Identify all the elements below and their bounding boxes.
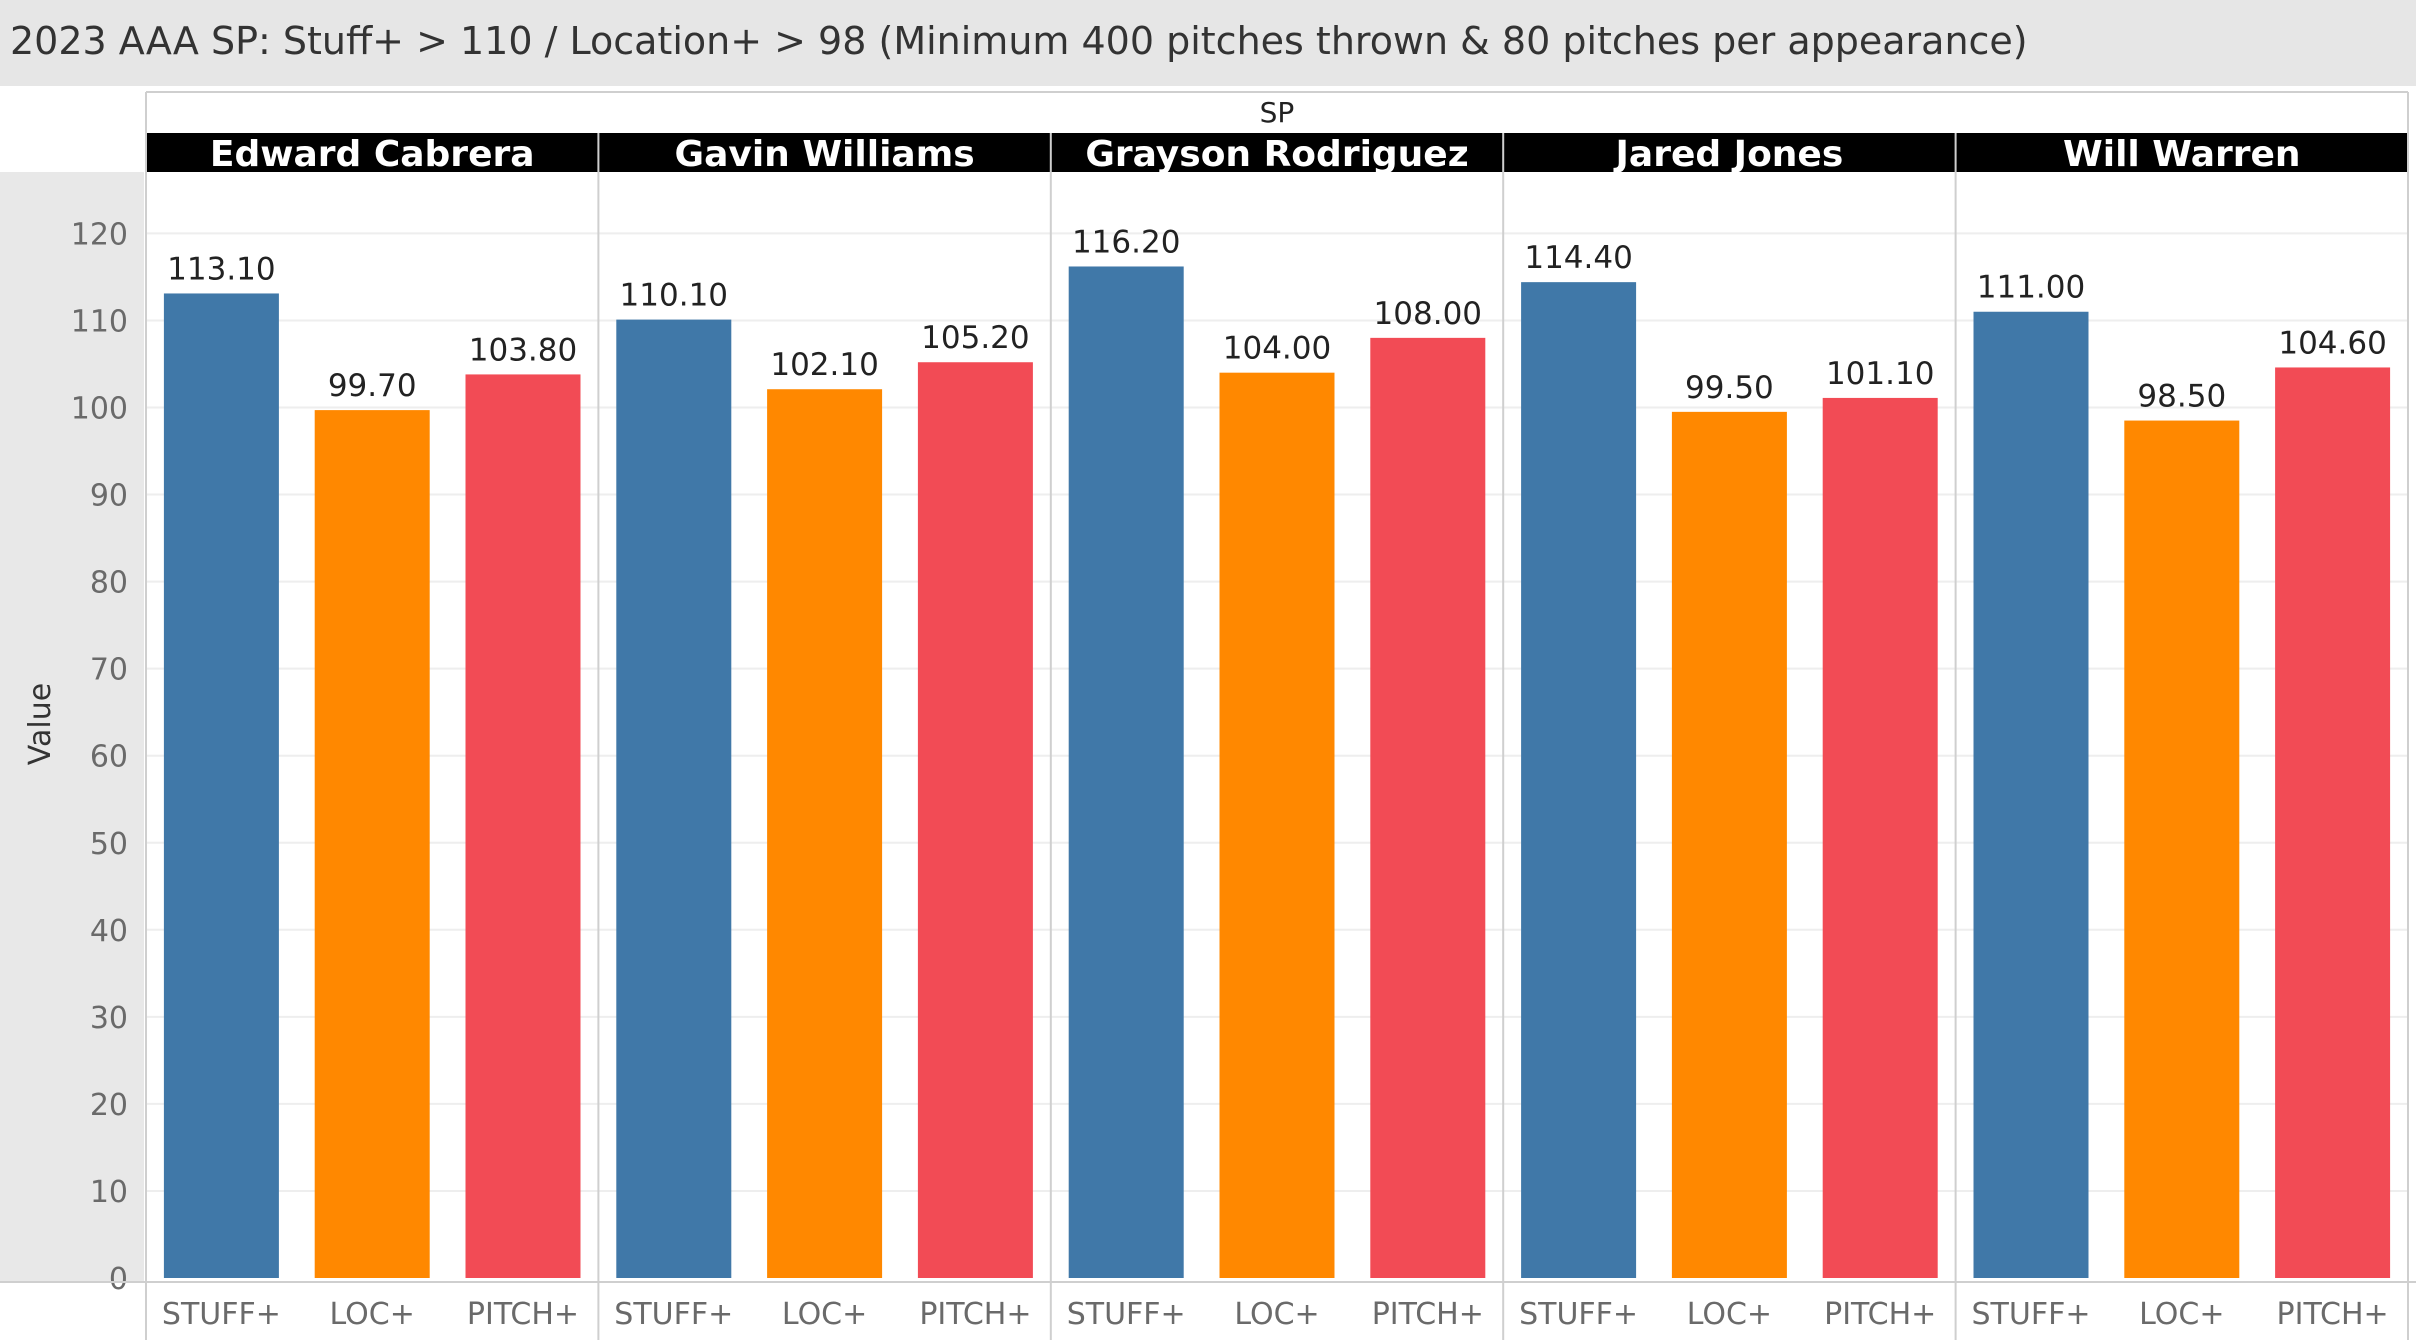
x-tick-label: PITCH+: [1372, 1297, 1484, 1332]
y-tick-label: 60: [90, 740, 128, 775]
bar: [1521, 282, 1637, 1278]
panel: Will Warren 111.00 STUFF+ 98.50 LOC+ 104.60 PI…: [1955, 133, 2408, 1332]
panel-header: [1955, 133, 2408, 172]
x-tick-label: PITCH+: [1824, 1297, 1936, 1332]
data-label: 102.10: [770, 347, 878, 383]
bar: [1822, 397, 1938, 1278]
panel: Grayson Rodriguez 116.20 STUFF+ 104.00 LOC+ 1…: [1050, 133, 1504, 1332]
title-bar: [0, 0, 2416, 86]
y-tick-label: 0: [109, 1262, 128, 1297]
bar: [616, 319, 732, 1279]
data-label: 103.80: [469, 332, 577, 368]
y-tick-label: 40: [90, 914, 128, 949]
x-tick-label: LOC+: [1687, 1297, 1772, 1332]
data-label: 101.10: [1826, 356, 1934, 392]
y-tick-label: 110: [71, 304, 128, 339]
panel: Jared Jones 114.40 STUFF+ 99.50 LOC+ 101.10 PI…: [1503, 133, 1956, 1332]
y-tick-label: 70: [90, 653, 128, 688]
data-label: 114.40: [1524, 240, 1632, 276]
x-tick-label: STUFF+: [1972, 1297, 2091, 1332]
bar: [767, 389, 883, 1279]
x-tick-label: PITCH+: [467, 1297, 579, 1332]
panel-title: Gavin Williams: [675, 134, 975, 175]
data-label: 116.20: [1072, 224, 1180, 260]
bar: [2275, 367, 2391, 1278]
bar: [465, 374, 581, 1278]
facet-header-sp: SP: [1260, 96, 1295, 129]
bar: [1370, 337, 1486, 1278]
panel-title: Edward Cabrera: [210, 134, 535, 175]
bar: [1068, 266, 1184, 1278]
data-label: 110.10: [620, 278, 728, 314]
x-tick-label: LOC+: [330, 1297, 415, 1332]
bar: [1973, 311, 2089, 1278]
panel-header: [1503, 133, 1956, 172]
y-tick-label: 20: [90, 1088, 128, 1123]
x-tick-label: STUFF+: [1067, 1297, 1186, 1332]
panel-header: [1050, 133, 1504, 172]
y-axis-label: Value: [23, 683, 58, 765]
bar: [1219, 372, 1335, 1278]
panel-title: Will Warren: [2063, 134, 2301, 175]
data-label: 111.00: [1977, 270, 2085, 306]
y-tick-label: 120: [71, 217, 128, 252]
bar: [917, 362, 1033, 1278]
bar: [163, 293, 279, 1279]
data-label: 113.10: [167, 251, 275, 287]
data-label: 104.60: [2278, 325, 2386, 361]
data-label: 98.50: [2137, 379, 2226, 415]
chart-title: 2023 AAA SP: Stuff+ > 110 / Location+ > …: [10, 19, 2028, 63]
data-label: 108.00: [1374, 296, 1482, 332]
panel-header: [598, 133, 1051, 172]
data-label: 105.20: [921, 320, 1029, 356]
panel-title: Jared Jones: [1613, 134, 1844, 175]
x-tick-label: LOC+: [782, 1297, 867, 1332]
y-tick-label: 10: [90, 1175, 128, 1210]
bar: [314, 410, 430, 1278]
x-tick-label: STUFF+: [1519, 1297, 1638, 1332]
panel: Gavin Williams 110.10 STUFF+ 102.10 LOC+ 105.…: [598, 133, 1051, 1332]
panel: Edward Cabrera 113.10 STUFF+ 99.70 LOC+ 103.8…: [146, 133, 599, 1332]
x-tick-label: STUFF+: [162, 1297, 281, 1332]
data-label: 99.50: [1685, 370, 1774, 406]
x-tick-label: LOC+: [1234, 1297, 1319, 1332]
x-tick-label: LOC+: [2139, 1297, 2224, 1332]
y-tick-label: 80: [90, 566, 128, 601]
panel-title: Grayson Rodriguez: [1085, 134, 1468, 175]
x-tick-label: PITCH+: [919, 1297, 1031, 1332]
y-axis-band: [0, 172, 144, 1282]
bar: [1671, 411, 1787, 1278]
data-label: 104.00: [1223, 331, 1331, 367]
data-label: 99.70: [328, 368, 417, 404]
y-tick-label: 50: [90, 827, 128, 862]
bar: [2124, 420, 2240, 1278]
x-tick-label: STUFF+: [614, 1297, 733, 1332]
y-tick-label: 30: [90, 1001, 128, 1036]
y-tick-label: 100: [71, 392, 128, 427]
panel-header: [146, 133, 599, 172]
y-tick-label: 90: [90, 479, 128, 514]
x-tick-label: PITCH+: [2277, 1297, 2389, 1332]
